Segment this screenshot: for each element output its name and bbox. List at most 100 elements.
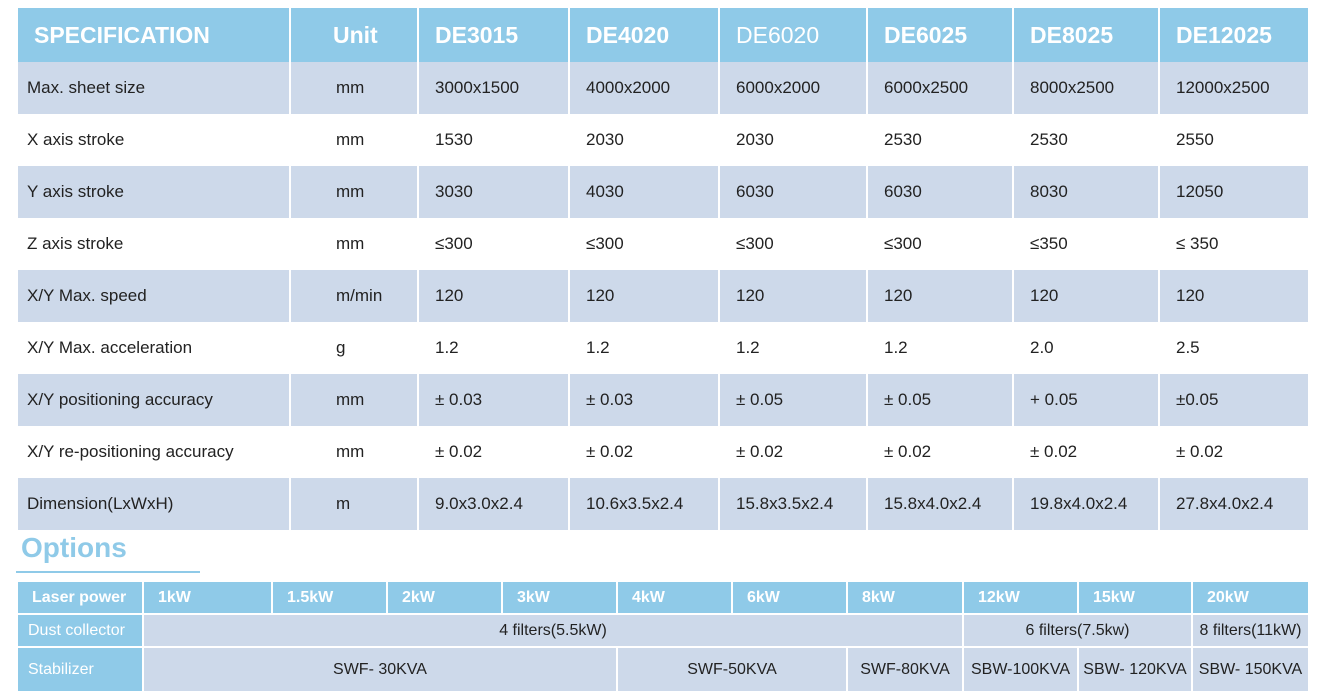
cell: 120 [417,270,570,322]
cell: 15.8x4.0x2.4 [866,478,1014,530]
cell: ±0.05 [1158,374,1310,426]
cell: ± 0.02 [1012,426,1160,478]
options-cell: 6 filters(7.5kw) [962,613,1193,648]
cell: 120 [1012,270,1160,322]
header-cell: DE3015 [417,8,570,62]
spec-table: SPECIFICATION Unit DE3015 DE4020 DE6020 DE602… [16,8,1310,530]
cell: ≤300 [718,218,868,270]
cell: 4030 [568,166,720,218]
cell: 2030 [568,114,720,166]
options-table: Laser power 1kW 1.5kW 2kW 3kW 4kW 6kW 8kW 12kW 15… [16,580,1310,693]
options-cell: SWF-50KVA [616,646,848,693]
cell: 9.0x3.0x2.4 [417,478,570,530]
options-cell: 15kW [1077,580,1193,615]
cell: 2530 [866,114,1014,166]
spec-row: X/Y positioning accuracy mm ± 0.03 ± 0.03 ± … [16,374,1310,426]
spec-row: Dimension(LxWxH) m 9.0x3.0x2.4 10.6x3.5x2.4… [16,478,1310,530]
cell: mm [289,166,419,218]
options-row: Dust collector 4 filters(5.5kW) 6 filters(… [16,613,1310,648]
spec-row: X axis stroke mm 1530 2030 2030 2530 2530 2550 [16,114,1310,166]
spec-row: X/Y Max. speed m/min 120 120 120 120 120 120 [16,270,1310,322]
cell: 10.6x3.5x2.4 [568,478,720,530]
cell: 1.2 [568,322,720,374]
cell: 2030 [718,114,868,166]
options-cell: 8 filters(11kW) [1191,613,1310,648]
cell: ± 0.05 [718,374,868,426]
cell: 3030 [417,166,570,218]
cell: 2.0 [1012,322,1160,374]
header-cell: Unit [289,8,419,62]
cell: ≤300 [568,218,720,270]
cell: ≤300 [417,218,570,270]
row-label: Z axis stroke [16,218,291,270]
header-cell: DE4020 [568,8,720,62]
options-cell: 1kW [142,580,273,615]
cell: mm [289,426,419,478]
cell: ≤300 [866,218,1014,270]
cell: 6000x2500 [866,62,1014,114]
header-cell: SPECIFICATION [16,8,291,62]
cell: mm [289,62,419,114]
cell: 12000x2500 [1158,62,1310,114]
cell: ± 0.02 [866,426,1014,478]
cell: 8000x2500 [1012,62,1160,114]
cell: 2550 [1158,114,1310,166]
cell: 1.2 [718,322,868,374]
spec-row: Y axis stroke mm 3030 4030 6030 6030 8030 12050 [16,166,1310,218]
options-title: Options [21,532,127,563]
options-cell: 1.5kW [271,580,388,615]
cell: 6030 [866,166,1014,218]
row-label: X/Y Max. acceleration [16,322,291,374]
cell: ≤ 350 [1158,218,1310,270]
cell: ± 0.02 [417,426,570,478]
options-cell: 4kW [616,580,733,615]
cell: 2530 [1012,114,1160,166]
cell: ± 0.02 [718,426,868,478]
header-cell: DE6025 [866,8,1014,62]
cell: + 0.05 [1012,374,1160,426]
cell: 1.2 [417,322,570,374]
options-cell: 2kW [386,580,503,615]
cell: 1530 [417,114,570,166]
spec-row: Max. sheet size mm 3000x1500 4000x2000 6000x… [16,62,1310,114]
row-label: X/Y positioning accuracy [16,374,291,426]
cell: ± 0.03 [417,374,570,426]
spec-row: Z axis stroke mm ≤300 ≤300 ≤300 ≤300 ≤350 ≤ 350 [16,218,1310,270]
options-cell: SBW- 120KVA [1077,646,1193,693]
options-label: Laser power [16,580,144,615]
options-cell: 4 filters(5.5kW) [142,613,964,648]
header-row: SPECIFICATION Unit DE3015 DE4020 DE6020 DE602… [16,8,1310,62]
options-cell: SBW- 150KVA [1191,646,1310,693]
cell: 120 [568,270,720,322]
options-row: Stabilizer SWF- 30KVA SWF-50KVA SWF-80KVA SB… [16,646,1310,693]
cell: mm [289,114,419,166]
cell: mm [289,218,419,270]
row-label: Dimension(LxWxH) [16,478,291,530]
cell: 120 [866,270,1014,322]
cell: m [289,478,419,530]
options-cell: SWF- 30KVA [142,646,618,693]
cell: 6000x2000 [718,62,868,114]
options-label: Stabilizer [16,646,144,693]
row-label: X/Y Max. speed [16,270,291,322]
header-cell: DE8025 [1012,8,1160,62]
options-cell: 12kW [962,580,1079,615]
cell: 6030 [718,166,868,218]
cell: ± 0.03 [568,374,720,426]
cell: 2.5 [1158,322,1310,374]
cell: 27.8x4.0x2.4 [1158,478,1310,530]
options-cell: SWF-80KVA [846,646,964,693]
row-label: Y axis stroke [16,166,291,218]
cell: g [289,322,419,374]
cell: 8030 [1012,166,1160,218]
options-row: Laser power 1kW 1.5kW 2kW 3kW 4kW 6kW 8kW 12kW 15… [16,580,1310,615]
cell: 120 [1158,270,1310,322]
options-label: Dust collector [16,613,144,648]
cell: mm [289,374,419,426]
options-cell: 20kW [1191,580,1310,615]
cell: 12050 [1158,166,1310,218]
options-cell: 8kW [846,580,964,615]
cell: ± 0.05 [866,374,1014,426]
cell: 120 [718,270,868,322]
row-label: X axis stroke [16,114,291,166]
